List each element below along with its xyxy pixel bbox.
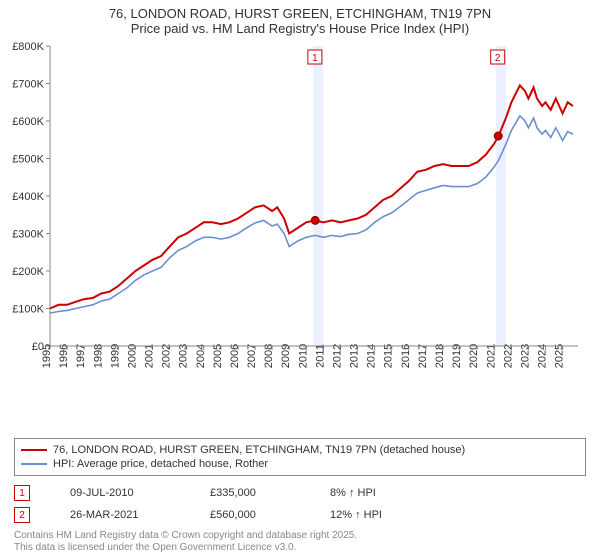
marker-table: 1 09-JUL-2010 £335,000 8% ↑ HPI 2 26-MAR-2021…	[0, 476, 600, 526]
x-tick-label: 1996	[58, 344, 70, 368]
marker-price: £560,000	[210, 509, 290, 521]
x-tick-label: 2023	[519, 344, 531, 368]
x-tick-label: 2007	[246, 344, 258, 368]
footer-text: Contains HM Land Registry data © Crown c…	[0, 526, 600, 560]
legend-box: 76, LONDON ROAD, HURST GREEN, ETCHINGHAM…	[14, 438, 586, 476]
legend-swatch	[21, 463, 47, 465]
y-tick-label: £200K	[12, 266, 44, 278]
marker-dot	[494, 132, 502, 140]
x-tick-label: 2025	[554, 344, 566, 368]
x-tick-label: 2003	[178, 344, 190, 368]
series-hpi	[50, 116, 573, 313]
x-tick-label: 2024	[537, 344, 549, 368]
x-tick-label: 2001	[144, 344, 156, 368]
y-tick-label: £800K	[12, 41, 44, 53]
x-tick-label: 2004	[195, 344, 207, 368]
highlight-label: 2	[491, 50, 505, 64]
x-tick-label: 2002	[161, 344, 173, 368]
x-tick-label: 2017	[417, 344, 429, 368]
x-tick-label: 1999	[109, 344, 121, 368]
x-tick-label: 2019	[451, 344, 463, 368]
marker-row: 1 09-JUL-2010 £335,000 8% ↑ HPI	[14, 482, 586, 504]
highlight-band	[313, 46, 323, 346]
highlight-label: 1	[308, 50, 322, 64]
x-tick-label: 2021	[485, 344, 497, 368]
footer-line2: This data is licensed under the Open Gov…	[14, 542, 586, 554]
footer-line1: Contains HM Land Registry data © Crown c…	[14, 530, 586, 542]
highlight-band	[496, 46, 506, 346]
marker-date: 09-JUL-2010	[70, 487, 170, 499]
x-tick-label: 1997	[75, 344, 87, 368]
title-block: 76, LONDON ROAD, HURST GREEN, ETCHINGHAM…	[0, 0, 600, 40]
legend-row: 76, LONDON ROAD, HURST GREEN, ETCHINGHAM…	[21, 443, 579, 457]
x-tick-label: 2005	[212, 344, 224, 368]
legend-row: HPI: Average price, detached house, Roth…	[21, 457, 579, 471]
x-tick-label: 2008	[263, 344, 275, 368]
marker-pct: 12% ↑ HPI	[330, 509, 420, 521]
x-tick-label: 2012	[331, 344, 343, 368]
x-tick-label: 2009	[280, 344, 292, 368]
legend-swatch	[21, 449, 47, 451]
legend-container: 76, LONDON ROAD, HURST GREEN, ETCHINGHAM…	[0, 434, 600, 476]
marker-date: 26-MAR-2021	[70, 509, 170, 521]
legend-label: HPI: Average price, detached house, Roth…	[53, 458, 268, 470]
marker-row: 2 26-MAR-2021 £560,000 12% ↑ HPI	[14, 504, 586, 526]
series-price_paid	[50, 85, 573, 308]
title-line1: 76, LONDON ROAD, HURST GREEN, ETCHINGHAM…	[0, 6, 600, 21]
x-tick-label: 2011	[314, 344, 326, 368]
y-tick-label: £500K	[12, 154, 44, 166]
x-tick-label: 2006	[229, 344, 241, 368]
svg-text:1: 1	[312, 53, 318, 64]
x-tick-label: 1995	[41, 344, 53, 368]
x-tick-label: 1998	[92, 344, 104, 368]
x-tick-label: 2020	[468, 344, 480, 368]
legend-label: 76, LONDON ROAD, HURST GREEN, ETCHINGHAM…	[53, 444, 465, 456]
x-tick-label: 2015	[383, 344, 395, 368]
x-tick-label: 2010	[297, 344, 309, 368]
y-tick-label: £700K	[12, 79, 44, 91]
x-tick-label: 2018	[434, 344, 446, 368]
x-tick-label: 2022	[502, 344, 514, 368]
y-tick-label: £300K	[12, 229, 44, 241]
marker-pct: 8% ↑ HPI	[330, 487, 420, 499]
svg-text:2: 2	[495, 53, 501, 64]
marker-badge: 2	[14, 507, 30, 523]
x-tick-label: 2000	[126, 344, 138, 368]
title-line2: Price paid vs. HM Land Registry's House …	[0, 21, 600, 36]
x-tick-label: 2016	[400, 344, 412, 368]
marker-badge: 1	[14, 485, 30, 501]
y-tick-label: £100K	[12, 304, 44, 316]
y-tick-label: £400K	[12, 191, 44, 203]
chart-svg: £0£100K£200K£300K£400K£500K£600K£700K£80…	[4, 40, 586, 390]
y-tick-label: £600K	[12, 116, 44, 128]
x-tick-label: 2014	[366, 344, 378, 368]
x-tick-label: 2013	[349, 344, 361, 368]
marker-price: £335,000	[210, 487, 290, 499]
chart-container: 76, LONDON ROAD, HURST GREEN, ETCHINGHAM…	[0, 0, 600, 560]
chart-plot-area: £0£100K£200K£300K£400K£500K£600K£700K£80…	[4, 40, 586, 434]
marker-dot	[311, 216, 319, 224]
